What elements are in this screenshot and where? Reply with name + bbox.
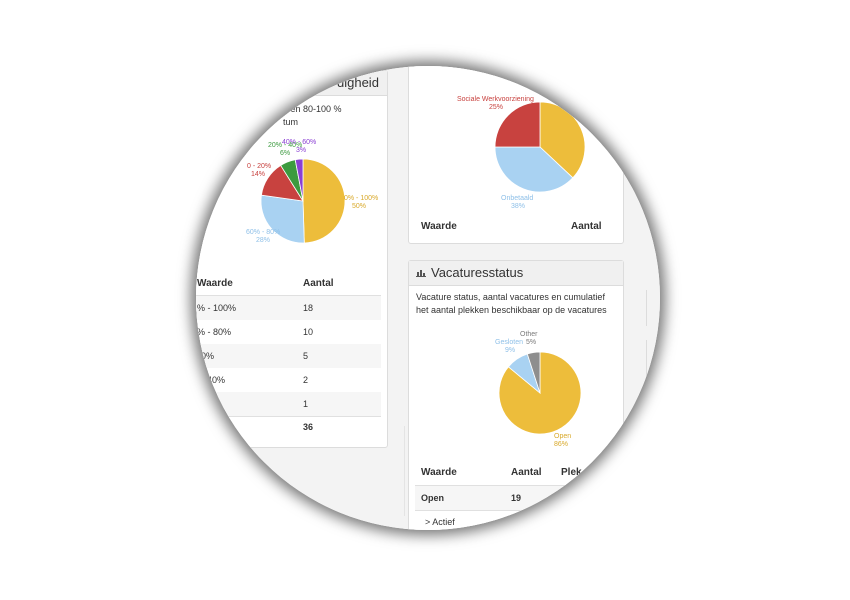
vacatures-panel-title: Vacaturesstatus xyxy=(431,265,524,280)
magnifier-lens: digheid 0 en 80-100 % tum 0% - 100% 50% … xyxy=(196,66,660,530)
left-row1-aantal: 10 xyxy=(303,327,314,337)
vac-label-slice0-pct: 86% xyxy=(554,441,569,448)
left-table-divider xyxy=(196,295,381,296)
right-top-label-slice0-pct: 25% xyxy=(489,104,504,111)
left-label-slice0-name: 0% - 100% xyxy=(344,195,379,202)
dashboard-stage: digheid 0 en 80-100 % tum 0% - 100% 50% … xyxy=(196,66,660,530)
right-edge-separator xyxy=(646,290,647,326)
vac-table-row-divider xyxy=(415,510,619,511)
left-pie-chart xyxy=(260,158,346,244)
left-label-slice4-pct: 3% xyxy=(296,147,307,154)
right-top-label-slice0: Sociale Werkvoorziening 25% xyxy=(457,96,534,112)
left-label-slice2-name: 0 - 20% xyxy=(247,163,272,170)
right-top-label-slice1-name: Onbetaald xyxy=(501,195,534,202)
left-row4-aantal: 1 xyxy=(303,399,309,409)
vacatures-desc-line1: Vacature status, aantal vacatures en cum… xyxy=(416,292,605,302)
left-table-total-divider xyxy=(196,416,381,417)
vacatures-panel: Vacaturesstatus Vacature status, aantal … xyxy=(408,260,624,530)
right-top-pie-slice-2 xyxy=(494,101,541,148)
right-top-pie-slices xyxy=(494,101,586,193)
vac-label-slice0: Open 86% xyxy=(554,433,571,449)
vac-label-slice1-name: Gesloten xyxy=(495,339,524,346)
left-panel-desc-line1: 0 en 80-100 % xyxy=(283,104,342,114)
vac-row1-waarde: Open xyxy=(421,493,445,503)
table-row: % 1 xyxy=(196,392,381,416)
left-label-slice0: 0% - 100% 50% xyxy=(344,195,378,211)
vacatures-pie-slices xyxy=(498,351,582,435)
vacatures-panel-header: Vacaturesstatus xyxy=(409,261,623,286)
left-row0-waarde: % - 100% xyxy=(197,303,237,313)
left-label-slice4: 40% - 60% 3% xyxy=(282,139,316,155)
left-pie-slices xyxy=(260,158,346,244)
vac-row2-waarde[interactable]: > Actief xyxy=(425,517,455,527)
vac-table-header-waarde: Waarde xyxy=(421,467,457,478)
left-panel: digheid 0 en 80-100 % tum 0% - 100% 50% … xyxy=(196,70,388,448)
left-label-slice1-name: 60% - 80% xyxy=(246,229,281,236)
vac-row1-aantal: 19 xyxy=(511,493,522,503)
left-row0-aantal: 18 xyxy=(303,303,314,313)
vac-label-slice2-pct: 5% xyxy=(526,339,537,346)
left-label-slice3: 20% - 40% 6% xyxy=(268,142,302,158)
left-row4-waarde: % xyxy=(211,399,220,409)
vac-label-slice1: Gesloten 9% xyxy=(495,339,523,355)
left-panel-title: digheid xyxy=(337,75,379,90)
left-label-slice0-pct: 50% xyxy=(352,203,367,210)
left-table-total: 36 xyxy=(303,422,314,432)
vac-table-divider xyxy=(415,485,619,486)
right-top-header-aantal: Aantal xyxy=(571,221,602,232)
table-row: 40% 2 xyxy=(196,368,381,392)
vacatures-pie-slice-2 xyxy=(526,351,541,394)
left-label-slice4-name: 40% - 60% xyxy=(282,139,317,146)
bar-chart-icon xyxy=(416,269,426,277)
right-edge-separator xyxy=(646,340,647,400)
vac-label-slice2: Other 5% xyxy=(520,331,538,347)
left-pie-slice-1 xyxy=(260,194,305,244)
left-panel-desc-line2: tum xyxy=(283,117,299,127)
left-label-slice3-pct: 6% xyxy=(280,150,291,157)
left-label-slice2: 0 - 20% 14% xyxy=(247,163,271,179)
left-label-slice1: 60% - 80% 28% xyxy=(246,229,280,245)
left-pie-slice-4 xyxy=(294,158,304,202)
right-top-pie-slice-0 xyxy=(539,101,586,179)
vac-label-slice2-name: Other xyxy=(520,331,538,338)
right-top-label-slice1: Onbetaald 38% xyxy=(501,195,533,211)
left-panel-description: 0 en 80-100 % tum xyxy=(283,103,342,129)
left-table-header-aantal: Aantal xyxy=(303,278,334,289)
table-row: % - 100% 18 xyxy=(196,296,381,320)
vacatures-pie-chart xyxy=(498,351,582,435)
left-row2-aantal: 5 xyxy=(303,351,309,361)
vacatures-description: Vacature status, aantal vacatures en cum… xyxy=(416,291,607,317)
column-separator xyxy=(404,426,405,516)
right-top-panel: Sociale Werkvoorziening 25% Onbetaald 38… xyxy=(408,66,624,244)
table-row: 0% 5 xyxy=(196,344,381,368)
left-row1-waarde: % - 80% xyxy=(197,327,232,337)
left-label-slice3-name: 20% - 40% xyxy=(268,142,303,149)
right-top-pie-slice-1 xyxy=(494,146,574,193)
vac-label-slice0-name: Open xyxy=(554,433,572,440)
right-top-label-slice1-pct: 38% xyxy=(511,203,526,210)
left-row3-aantal: 2 xyxy=(303,375,309,385)
right-top-pie-chart xyxy=(494,101,586,193)
left-label-slice2-pct: 14% xyxy=(251,171,266,178)
table-row: Open 19 xyxy=(415,486,619,510)
vacatures-desc-line2: het aantal plekken beschikbaar op de vac… xyxy=(416,305,607,315)
left-label-slice1-pct: 28% xyxy=(256,237,271,244)
right-top-label-slice0-name: Sociale Werkvoorziening xyxy=(457,96,534,103)
vac-label-slice1-pct: 9% xyxy=(505,347,516,354)
left-row3-waarde: 40% xyxy=(207,375,226,385)
table-row: % - 80% 10 xyxy=(196,320,381,344)
left-panel-header: digheid xyxy=(196,71,387,96)
left-row2-waarde: 0% xyxy=(201,351,215,361)
vac-table-header-aantal: Aantal xyxy=(511,467,542,478)
left-table-header-waarde: Waarde xyxy=(197,278,233,289)
vac-table-header-plek: Plek xyxy=(561,467,582,478)
right-top-header-waarde: Waarde xyxy=(421,221,457,232)
left-pie-slice-0 xyxy=(302,158,346,244)
